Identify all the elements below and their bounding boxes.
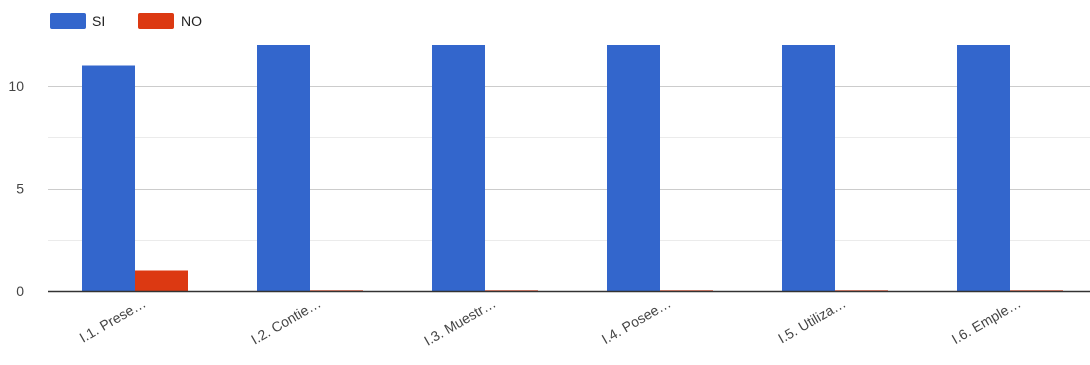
x-tick-label: I.4. Posee… [599,295,674,347]
y-tick-label: 5 [16,181,24,197]
x-tick-label: I.1. Prese… [76,295,148,346]
x-tick-label: I.3. Muestr… [421,295,498,349]
x-tick-label: I.5. Utiliza… [775,295,848,347]
legend-item-no[interactable]: NO [138,13,202,29]
bars [82,45,1063,292]
bar-si[interactable] [957,45,1010,291]
x-tick-label: I.6. Emple… [949,295,1024,347]
bar-si[interactable] [257,45,310,291]
legend-item-si[interactable]: SI [50,13,105,29]
legend-swatch [138,13,174,29]
bar-si[interactable] [782,45,835,291]
bar-si[interactable] [432,45,485,291]
bar-si[interactable] [607,45,660,291]
legend-swatch [50,13,86,29]
y-tick-label: 10 [8,78,24,94]
legend[interactable]: SI NO [50,13,202,29]
x-tick-label: I.2. Contie… [248,295,323,348]
legend-label: SI [92,13,105,29]
y-tick-label: 0 [16,283,24,299]
axes: 0 5 10 I.1. Prese… I.2. Contie… I.3. Muestr… I… [8,78,1090,349]
legend-label: NO [181,13,202,29]
bar-no[interactable] [135,270,188,292]
gridlines [48,86,1090,292]
bar-si[interactable] [82,65,135,292]
